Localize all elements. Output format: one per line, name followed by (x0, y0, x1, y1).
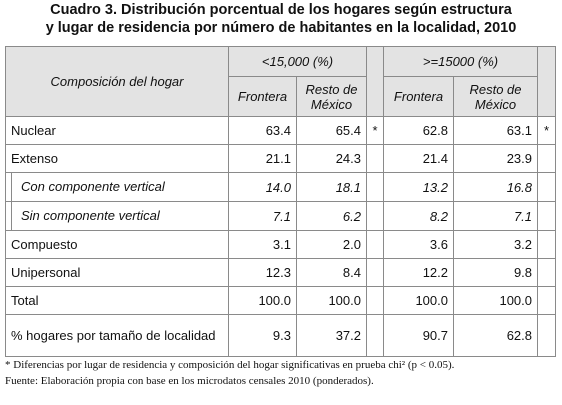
row-label: % hogares por tamaño de localidad (5, 314, 229, 357)
cell: 9.8 (452, 258, 539, 287)
table-row: % hogares por tamaño de localidad 9.3 37.2… (5, 314, 557, 357)
cell: 100.0 (228, 286, 297, 315)
cell: 8.2 (383, 201, 454, 231)
blank-cell (366, 46, 384, 117)
cell: 12.2 (383, 258, 454, 287)
marker-cell (537, 314, 557, 357)
notes: * Diferencias por lugar de residencia y … (5, 359, 555, 391)
column-header: Frontera (228, 76, 297, 117)
table-row: Compuesto 3.1 2.0 3.6 3.2 (5, 230, 557, 259)
cell: 7.1 (452, 201, 539, 231)
cell: 24.3 (296, 144, 367, 173)
cell: 3.1 (228, 230, 297, 259)
row-label: Unipersonal (5, 258, 229, 287)
cell: 18.1 (296, 172, 367, 202)
column-header: Resto de México (452, 76, 539, 117)
table-row: Total 100.0 100.0 100.0 100.0 (5, 286, 557, 315)
source: Fuente: Elaboración propia con base en l… (5, 375, 374, 387)
row-label: Nuclear (5, 116, 229, 145)
marker-cell (537, 258, 557, 287)
cell: 63.4 (228, 116, 297, 145)
marker-cell (366, 144, 384, 173)
table-row: Extenso 21.1 24.3 21.4 23.9 (5, 144, 557, 173)
cell: 100.0 (296, 286, 367, 315)
cell: 63.1 (452, 116, 539, 145)
marker-cell (366, 314, 384, 357)
marker-cell (366, 172, 384, 202)
blank-cell (537, 46, 557, 117)
footnote: * Diferencias por lugar de residencia y … (5, 359, 455, 371)
marker-cell (537, 144, 557, 173)
group-header: >=15000 (%) (382, 46, 539, 77)
table-body: Nuclear 63.4 65.4 * 62.8 63.1 * Extenso 21.1 24.3… (5, 116, 557, 357)
table-row: Sin componente vertical 7.1 6.2 8.2 7.1 (5, 201, 557, 231)
marker-cell (366, 201, 384, 231)
cell: 62.8 (383, 116, 454, 145)
row-label: Sin componente vertical (5, 201, 229, 231)
marker-cell (537, 201, 557, 231)
cell: 65.4 (296, 116, 367, 145)
cell: 13.2 (383, 172, 454, 202)
cell: 16.8 (452, 172, 539, 202)
cell: 21.1 (228, 144, 297, 173)
cell: 37.2 (296, 314, 367, 357)
marker-cell (366, 286, 384, 315)
cell: 14.0 (228, 172, 297, 202)
row-label: Con componente vertical (5, 172, 229, 202)
marker-cell: * (537, 116, 557, 145)
cell: 100.0 (383, 286, 454, 315)
group-header: <15,000 (%) (228, 46, 367, 77)
row-label: Compuesto (5, 230, 229, 259)
column-header: Resto de México (296, 76, 367, 117)
cell: 9.3 (228, 314, 297, 357)
table: Composición del hogar <15,000 (%) >=1500… (5, 46, 557, 357)
cell: 8.4 (296, 258, 367, 287)
title: Cuadro 3. Distribución porcentual de los… (0, 0, 562, 37)
cell: 6.2 (296, 201, 367, 231)
cell: 62.8 (452, 314, 539, 357)
table-row: Nuclear 63.4 65.4 * 62.8 63.1 * (5, 116, 557, 145)
cell: 3.2 (452, 230, 539, 259)
marker-cell (537, 286, 557, 315)
row-label-text: Con componente vertical (11, 173, 228, 201)
title-line: Cuadro 3. Distribución porcentual de los… (50, 2, 512, 18)
cell: 12.3 (228, 258, 297, 287)
title-line: y lugar de residencia por número de habi… (45, 20, 517, 36)
cell: 2.0 (296, 230, 367, 259)
cell: 100.0 (452, 286, 539, 315)
row-label: Extenso (5, 144, 229, 173)
table-row: Con componente vertical 14.0 18.1 13.2 16.8 (5, 172, 557, 202)
row-header: Composición del hogar (5, 46, 229, 117)
marker-cell (537, 172, 557, 202)
marker-cell (366, 230, 384, 259)
cell: 21.4 (383, 144, 454, 173)
cell: 3.6 (383, 230, 454, 259)
marker-cell (537, 230, 557, 259)
column-header: Frontera (383, 76, 454, 117)
row-label-text: Sin componente vertical (11, 202, 228, 230)
cell: 23.9 (452, 144, 539, 173)
table-row: Unipersonal 12.3 8.4 12.2 9.8 (5, 258, 557, 287)
row-label: Total (5, 286, 229, 315)
marker-cell: * (366, 116, 384, 145)
cell: 90.7 (383, 314, 454, 357)
marker-cell (366, 258, 384, 287)
cell: 7.1 (228, 201, 297, 231)
